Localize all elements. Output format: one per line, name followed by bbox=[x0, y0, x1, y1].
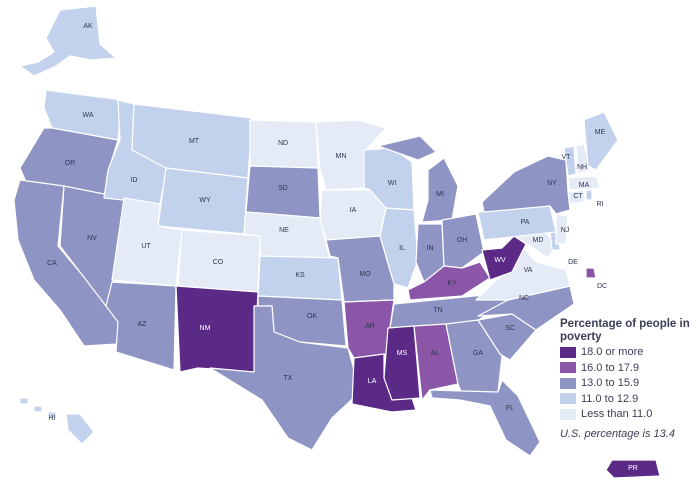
state-nj bbox=[555, 213, 569, 245]
state-hi bbox=[19, 397, 95, 445]
state-label-ky: KY bbox=[447, 280, 457, 287]
state-al bbox=[413, 323, 459, 401]
state-ri bbox=[585, 189, 593, 201]
state-label-sc: SC bbox=[505, 325, 515, 332]
state-label-ne: NE bbox=[279, 227, 289, 234]
state-label-ak: AK bbox=[83, 23, 93, 30]
state-label-mo: MO bbox=[359, 271, 371, 278]
state-label-de: DE bbox=[568, 259, 578, 266]
state-label-ca: CA bbox=[47, 260, 57, 267]
state-label-wi: WI bbox=[388, 180, 397, 187]
state-label-ar: AR bbox=[365, 323, 375, 330]
state-ct bbox=[567, 189, 585, 205]
map-legend: Percentage of people in poverty 18.0 or … bbox=[560, 318, 695, 440]
state-label-al: AL bbox=[431, 350, 440, 357]
state-label-sd: SD bbox=[278, 185, 288, 192]
state-me bbox=[583, 111, 619, 171]
state-label-me: ME bbox=[595, 129, 606, 136]
legend-swatch bbox=[560, 408, 576, 420]
legend-label: Less than 11.0 bbox=[581, 408, 653, 421]
state-oh bbox=[441, 213, 485, 269]
state-vt bbox=[563, 145, 577, 177]
state-label-in: IN bbox=[427, 245, 434, 252]
state-label-wy: WY bbox=[199, 197, 211, 204]
state-label-nd: ND bbox=[278, 140, 288, 147]
state-sd bbox=[245, 165, 321, 219]
legend-swatch bbox=[560, 346, 576, 358]
state-nm bbox=[175, 285, 259, 373]
state-label-oh: OH bbox=[457, 237, 468, 244]
legend-title: Percentage of people in poverty bbox=[560, 318, 690, 343]
us-percentage-note: U.S. percentage is 13.4 bbox=[560, 427, 675, 440]
state-label-ia: IA bbox=[350, 207, 357, 214]
legend-label: 18.0 or more bbox=[581, 346, 644, 359]
state-label-nc: NC bbox=[519, 295, 529, 302]
state-label-ms: MS bbox=[397, 350, 408, 357]
state-label-nh: NH bbox=[577, 164, 587, 171]
state-label-id: ID bbox=[131, 177, 138, 184]
state-label-tn: TN bbox=[433, 307, 442, 314]
legend-label: 13.0 to 15.9 bbox=[581, 377, 640, 390]
state-label-pa: PA bbox=[521, 219, 530, 226]
state-ca bbox=[13, 179, 121, 347]
state-va bbox=[475, 247, 571, 301]
state-label-fl: FL bbox=[506, 405, 514, 412]
state-label-ny: NY bbox=[547, 180, 557, 187]
state-label-nm: NM bbox=[200, 325, 211, 332]
state-il bbox=[379, 207, 419, 289]
state-label-mt: MT bbox=[189, 138, 200, 145]
legend-swatch bbox=[560, 377, 576, 389]
legend-item: 16.0 to 17.9 bbox=[560, 361, 695, 376]
legend-item: Less than 11.0 bbox=[560, 407, 695, 422]
state-label-or: OR bbox=[65, 160, 76, 167]
state-label-wa: WA bbox=[82, 112, 93, 119]
state-label-hi: HI bbox=[49, 415, 56, 422]
legend-label: 16.0 to 17.9 bbox=[581, 361, 640, 374]
state-label-ri: RI bbox=[597, 201, 604, 208]
legend-label: 11.0 to 12.9 bbox=[581, 392, 639, 405]
state-label-mn: MN bbox=[336, 153, 347, 160]
state-label-wv: WV bbox=[494, 257, 506, 264]
state-sc bbox=[477, 313, 537, 361]
state-tx bbox=[209, 305, 361, 451]
state-ma bbox=[567, 175, 601, 191]
state-label-ok: OK bbox=[307, 313, 317, 320]
state-label-pr: PR bbox=[628, 465, 638, 472]
legend-item: 11.0 to 12.9 bbox=[560, 392, 695, 407]
state-label-ma: MA bbox=[579, 182, 590, 189]
legend-swatch bbox=[560, 362, 576, 374]
state-fl bbox=[429, 379, 541, 457]
state-ky bbox=[407, 261, 491, 301]
state-label-nv: NV bbox=[87, 235, 97, 242]
state-label-co: CO bbox=[213, 259, 224, 266]
state-label-md: MD bbox=[533, 237, 544, 244]
state-label-ct: CT bbox=[573, 193, 583, 200]
state-label-va: VA bbox=[524, 267, 533, 274]
state-ms bbox=[383, 325, 421, 401]
legend-item: 13.0 to 15.9 bbox=[560, 376, 695, 391]
state-wv bbox=[481, 235, 527, 281]
state-label-vt: VT bbox=[562, 154, 572, 161]
state-label-dc: DC bbox=[597, 283, 607, 290]
state-label-ut: UT bbox=[141, 243, 151, 250]
state-pr bbox=[605, 459, 661, 479]
state-label-il: IL bbox=[399, 245, 405, 252]
state-label-mi: MI bbox=[436, 191, 444, 198]
legend-swatch bbox=[560, 393, 576, 405]
state-label-tx: TX bbox=[284, 375, 293, 382]
state-label-az: AZ bbox=[138, 321, 148, 328]
state-label-nj: NJ bbox=[561, 227, 570, 234]
state-label-ga: GA bbox=[473, 350, 483, 357]
state-ak bbox=[19, 5, 117, 77]
state-label-ks: KS bbox=[295, 272, 305, 279]
state-label-la: LA bbox=[368, 378, 377, 385]
legend-item: 18.0 or more bbox=[560, 345, 695, 360]
state-dc bbox=[585, 267, 597, 279]
state-nh bbox=[575, 143, 591, 175]
